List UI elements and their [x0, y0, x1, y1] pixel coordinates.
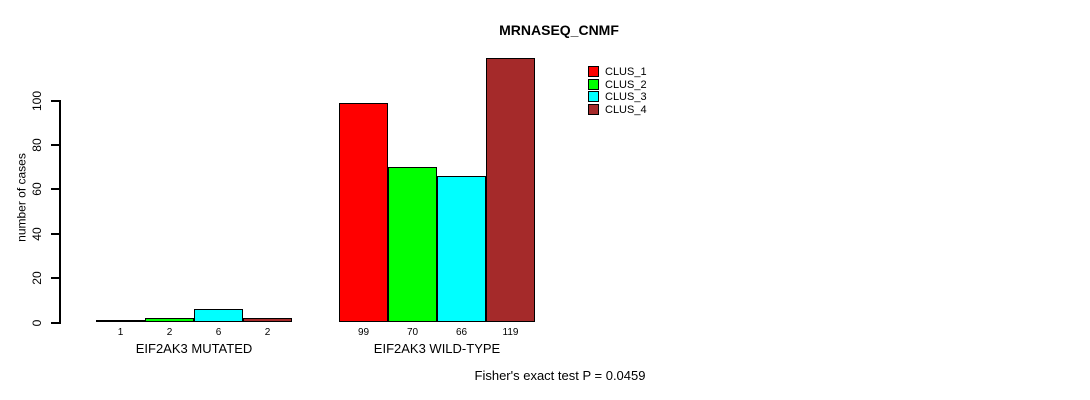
bar-value-label-CLUS_3-wild-type: 66 — [455, 327, 468, 338]
legend-swatch-CLUS_3 — [588, 91, 599, 102]
bar-value-label-CLUS_1-wild-type: 99 — [357, 327, 370, 338]
legend-label-CLUS_2: CLUS_2 — [605, 78, 647, 91]
y-axis-tick-label-100: 100 — [30, 90, 44, 111]
y-axis-tick-label-60: 60 — [30, 182, 44, 196]
legend-swatch-CLUS_2 — [588, 78, 599, 90]
bar-CLUS_3-mutated — [194, 309, 243, 323]
bar-value-label-CLUS_3-mutated: 6 — [215, 327, 222, 338]
y-axis-tick-20 — [51, 277, 59, 280]
y-axis-tick-label-0: 0 — [30, 319, 44, 326]
y-axis-tick-label-20: 20 — [30, 271, 44, 285]
y-axis-tick-100 — [51, 99, 59, 102]
bar-CLUS_4-wild-type — [486, 58, 535, 323]
y-axis-tick-0 — [51, 321, 59, 324]
legend-label-CLUS_3: CLUS_3 — [605, 91, 647, 103]
x-category-label-wild-type: EIF2AK3 WILD-TYPE — [373, 341, 501, 356]
bar-value-label-CLUS_2-mutated: 2 — [166, 327, 173, 338]
bar-CLUS_3-wild-type — [437, 175, 486, 323]
x-category-label-mutated: EIF2AK3 MUTATED — [135, 341, 253, 356]
bar-value-label-CLUS_4-wild-type: 119 — [502, 327, 519, 338]
fisher-test-caption: Fisher's exact test P = 0.0459 — [474, 368, 646, 383]
bar-value-label-CLUS_4-mutated: 2 — [264, 327, 271, 338]
bar-CLUS_4-mutated — [243, 318, 292, 323]
bar-CLUS_2-wild-type — [388, 167, 437, 323]
legend-label-CLUS_1: CLUS_1 — [605, 66, 647, 78]
y-axis-tick-80 — [51, 143, 59, 146]
y-axis-tick-label-80: 80 — [30, 138, 44, 152]
y-axis-tick-40 — [51, 232, 59, 235]
legend-swatch-CLUS_1 — [588, 66, 599, 77]
bar-CLUS_2-mutated — [145, 318, 194, 323]
y-axis-line — [59, 100, 61, 324]
y-axis-tick-label-40: 40 — [30, 227, 44, 241]
chart-title: MRNASEQ_CNMF — [499, 22, 619, 38]
bar-CLUS_1-mutated — [96, 320, 145, 323]
y-axis-title: number of cases — [14, 153, 29, 242]
y-axis-tick-60 — [51, 188, 59, 191]
bar-value-label-CLUS_2-wild-type: 70 — [406, 327, 419, 338]
bar-value-label-CLUS_1-mutated: 1 — [117, 327, 124, 338]
bar-CLUS_1-wild-type — [339, 102, 388, 323]
legend-swatch-CLUS_4 — [588, 103, 599, 115]
legend-label-CLUS_4: CLUS_4 — [605, 103, 647, 116]
